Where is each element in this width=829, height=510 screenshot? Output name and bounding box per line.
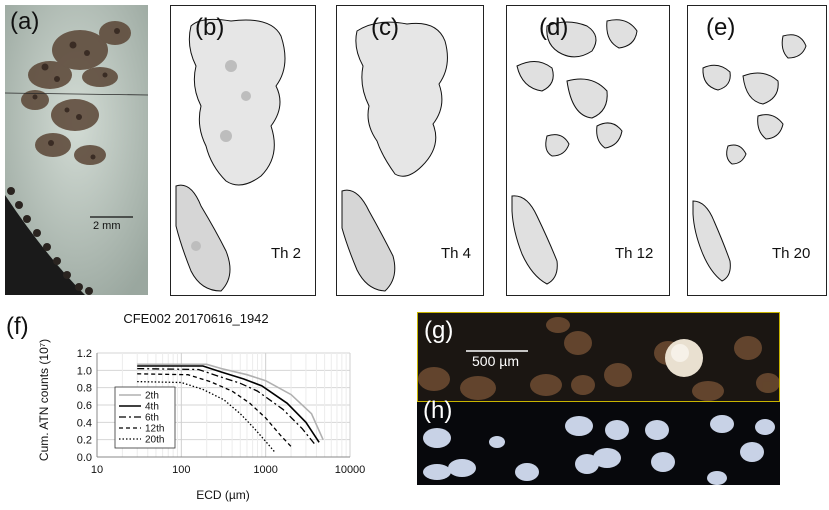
x-tick-label: 10 bbox=[91, 464, 103, 476]
segmentation-map-th2 bbox=[175, 18, 286, 292]
panel-c-threshold-map: (c) Th 4 bbox=[336, 5, 484, 296]
panel-e-label: (e) bbox=[706, 14, 736, 41]
chart-title: CFE002 20170616_1942 bbox=[123, 311, 268, 326]
y-tick-label: 0.6 bbox=[77, 400, 92, 412]
panel-g-micrograph: (g) 500 µm bbox=[417, 312, 780, 402]
y-tick-label: 0.8 bbox=[77, 383, 92, 395]
panel-g-label: (g) bbox=[424, 317, 454, 344]
panel-d-threshold-map: (d) Th 12 bbox=[506, 5, 670, 296]
panel-c-label: (c) bbox=[371, 14, 399, 41]
series-line-6th bbox=[137, 367, 316, 445]
segmentation-map-th12 bbox=[511, 19, 638, 285]
y-tick-label: 1.2 bbox=[77, 348, 92, 360]
series-line-4th bbox=[137, 365, 320, 443]
y-tick-label: 0.2 bbox=[77, 435, 92, 447]
legend-label: 4th bbox=[145, 402, 159, 413]
panel-h-label: (h) bbox=[423, 397, 453, 424]
darkfield-image bbox=[417, 402, 780, 485]
panel-b-threshold-map: (b) Th 2 bbox=[170, 5, 316, 296]
segmentation-map-th20 bbox=[692, 34, 807, 282]
brightfield-image bbox=[418, 313, 780, 401]
y-tick-label: 1.0 bbox=[77, 365, 92, 377]
panel-a-label: (a) bbox=[10, 8, 40, 35]
segmentation-map-th4 bbox=[341, 21, 448, 292]
scale-bar-label: 2 mm bbox=[93, 220, 121, 232]
legend-label: 6th bbox=[145, 413, 159, 424]
panel-e-threshold-map: (e) Th 20 bbox=[687, 5, 827, 296]
panel-f-label: (f) bbox=[6, 313, 29, 340]
x-tick-label: 10000 bbox=[335, 464, 366, 476]
panel-h-micrograph: (h) bbox=[417, 397, 780, 485]
x-tick-label: 100 bbox=[172, 464, 190, 476]
x-axis-label: ECD (µm) bbox=[196, 488, 250, 502]
threshold-label-d: Th 12 bbox=[615, 245, 654, 262]
series-line-12th bbox=[137, 373, 292, 448]
series-line-2th bbox=[137, 363, 324, 441]
panel-a-micrograph: (a) 2 mm bbox=[4, 5, 149, 295]
y-tick-label: 0.4 bbox=[77, 417, 92, 429]
panel-d-label: (d) bbox=[539, 14, 569, 41]
y-tick-label: 0.0 bbox=[77, 452, 92, 464]
legend-label: 2th bbox=[145, 391, 159, 402]
panel-f-chart: (f) CFE002 20170616_1942 0.0 0.2 0.4 0.6 0.8… bbox=[0, 305, 415, 505]
scale-bar-label-g: 500 µm bbox=[472, 353, 519, 369]
threshold-label-c: Th 4 bbox=[441, 245, 472, 262]
cumulative-chart: CFE002 20170616_1942 0.0 0.2 0.4 0.6 0.8 1.0 1… bbox=[37, 311, 366, 502]
threshold-label-e: Th 20 bbox=[772, 245, 811, 262]
x-tick-label: 1000 bbox=[253, 464, 277, 476]
legend-label: 12th bbox=[145, 424, 164, 435]
legend-label: 20th bbox=[145, 435, 164, 446]
y-axis-label: Cum. ATN counts (10⁷) bbox=[37, 339, 51, 461]
filter-micrograph-image bbox=[4, 5, 149, 295]
panel-b-label: (b) bbox=[195, 14, 225, 41]
threshold-label-b: Th 2 bbox=[271, 245, 302, 262]
